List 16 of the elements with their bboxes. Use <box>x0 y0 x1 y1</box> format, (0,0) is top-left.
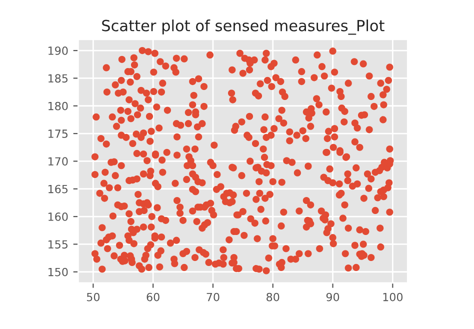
y-tick-label: 180 <box>48 102 68 110</box>
y-tick-label: 150 <box>48 268 68 276</box>
y-tick-label: 160 <box>48 212 68 221</box>
x-tick-label: 100 <box>383 292 403 302</box>
y-tick-label: 155 <box>48 240 68 249</box>
x-tick-label: 90 <box>326 292 340 302</box>
y-tick-label: 175 <box>48 130 68 138</box>
y-tick-label: 190 <box>48 46 68 55</box>
y-tick-label: 165 <box>48 184 68 194</box>
chart-title: Scatter plot of sensed measures_Plot <box>102 20 384 35</box>
x-tick-label: 70 <box>206 292 220 302</box>
x-tick-label: 60 <box>146 292 160 302</box>
y-tick-label: 170 <box>48 157 68 166</box>
x-tick-label: 80 <box>266 292 280 302</box>
y-tick-label: 185 <box>48 74 68 83</box>
x-tick-label: 50 <box>86 292 100 302</box>
